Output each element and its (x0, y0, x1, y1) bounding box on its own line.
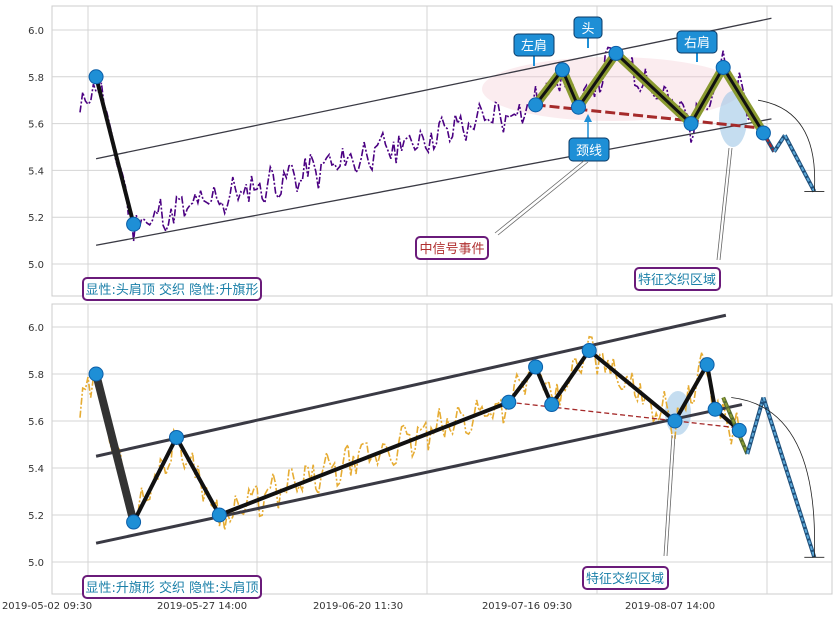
bottom-target-arc (731, 397, 815, 558)
top-pattern-segment (94, 76, 136, 225)
bottom-pattern-segment (92, 370, 138, 527)
top-pivot-point (755, 125, 771, 141)
top-pattern-label: 显性:头肩顶 交织 隐性:升旗形 (85, 282, 258, 298)
bottom-neckline (508, 401, 740, 429)
bottom-x-tick-label: 2019-06-20 11:30 (313, 601, 403, 612)
bottom-projection-segment (762, 397, 816, 558)
top-neckline-tag: 颈线 (568, 137, 610, 162)
top-head-tag: 头 (573, 16, 603, 48)
bottom-pattern-segment (549, 348, 592, 407)
bottom-x-tick-label: 2019-05-27 14:00 (157, 601, 247, 612)
bottom-channel-upper (95, 313, 727, 458)
top-y-tick-label: 5.2 (28, 213, 44, 224)
top-y-tick-label: 5.8 (28, 73, 44, 84)
top-signal-event-box: 中信号事件 (415, 236, 489, 260)
top-panel: 5.0 5.2 5.4 5.6 5.8 6.0 颈线 左肩 头 右肩 (28, 5, 833, 301)
bottom-x-tick-label: 2019-05-02 09:30 (2, 601, 92, 612)
bottom-pivot-point (528, 359, 544, 375)
bottom-pivot-point (707, 401, 723, 417)
bottom-projection-segment (746, 397, 765, 455)
top-pivot-point (554, 62, 570, 78)
bottom-pivot-point (168, 429, 184, 445)
bottom-plot-content (79, 313, 825, 558)
bottom-feature-zone-label: 特征交织区域 (586, 571, 664, 587)
top-pivot-point (88, 69, 104, 85)
bottom-pattern-segment (705, 362, 718, 412)
bottom-pivot-point (126, 514, 142, 530)
bottom-pivot-point (699, 357, 715, 373)
bottom-pivot-point (544, 397, 560, 413)
bottom-pivot-point (501, 394, 517, 410)
bottom-x-axis: 2019-05-02 09:30 2019-05-27 14:00 2019-06-… (2, 601, 715, 612)
top-projection-segment (773, 134, 786, 153)
top-target-arc (757, 99, 816, 192)
top-right-shoulder-tag: 右肩 (676, 30, 718, 62)
top-pivot-point (715, 59, 731, 75)
top-channel-upper (95, 17, 772, 160)
top-feature-pointer-b (719, 147, 733, 261)
bottom-pivot-point (667, 413, 683, 429)
top-left-shoulder-tag: 左肩 (513, 33, 555, 66)
bottom-feature-zone-box: 特征交织区域 (582, 566, 669, 590)
top-hs-core-segment (689, 66, 725, 125)
bottom-y-tick-label: 5.2 (28, 511, 44, 522)
bottom-pattern-segment (587, 348, 677, 423)
bottom-grid (52, 304, 832, 594)
top-feature-zone-box: 特征交织区域 (634, 267, 721, 291)
top-right-shoulder-label: 右肩 (684, 35, 710, 51)
top-hs-core-segment (721, 66, 765, 134)
bottom-y-tick-label: 5.8 (28, 370, 44, 381)
top-neckline-label: 颈线 (576, 144, 602, 159)
bottom-pivot-point (731, 422, 747, 438)
bottom-feature-pointer-a (663, 434, 673, 557)
top-head-label: 头 (581, 22, 594, 37)
top-feature-zone-label: 特征交织区域 (638, 272, 716, 288)
bottom-y-tick-label: 5.4 (28, 464, 44, 475)
bottom-x-tick-label: 2019-07-16 09:30 (482, 601, 572, 612)
bottom-pivot-point (88, 366, 104, 382)
top-signal-pointer-a (494, 159, 586, 234)
top-y-tick-label: 5.4 (28, 166, 44, 177)
top-signal-event-label: 中信号事件 (419, 242, 484, 257)
bottom-pattern-segment (174, 435, 222, 517)
top-hs-core-segment (614, 52, 693, 125)
top-y-tick-label: 5.0 (28, 260, 44, 271)
bottom-pattern-box: 显性:升旗形 交织 隐性:头肩顶 (82, 575, 262, 599)
bottom-pattern-segment (217, 400, 511, 517)
bottom-y-axis: 5.0 5.2 5.4 5.6 5.8 6.0 (28, 323, 44, 569)
top-channel-lower (95, 118, 772, 246)
top-neckline-arrowhead (584, 114, 592, 122)
bottom-pivot-point (581, 343, 597, 358)
top-plot-content (79, 17, 825, 246)
top-y-tick-label: 5.6 (28, 120, 44, 131)
top-left-shoulder-label: 左肩 (521, 38, 547, 54)
bottom-pattern-label: 显性:升旗形 交织 隐性:头肩顶 (85, 580, 258, 596)
bottom-y-tick-label: 5.6 (28, 417, 44, 428)
bottom-x-tick-label: 2019-08-07 14:00 (625, 601, 715, 612)
top-grid (52, 6, 832, 296)
bottom-channel-lower (95, 403, 743, 545)
top-feature-ellipse (719, 91, 747, 147)
top-feature-pointer-a (716, 147, 730, 261)
top-y-axis: 5.0 5.2 5.4 5.6 5.8 6.0 (28, 26, 44, 271)
top-pattern-box: 显性:头肩顶 交织 隐性:升旗形 (82, 277, 262, 301)
bottom-panel: 5.0 5.2 5.4 5.6 5.8 6.0 特征交织区域 显性:升旗形 交织 隐性:头… (2, 303, 833, 612)
bottom-y-tick-label: 6.0 (28, 323, 44, 334)
bottom-y-tick-label: 5.0 (28, 558, 44, 569)
top-projection-segment (783, 134, 816, 192)
bottom-pivot-point (211, 507, 227, 523)
top-pivot-point (608, 45, 624, 61)
top-y-tick-label: 6.0 (28, 26, 44, 37)
top-pivot-point (570, 99, 586, 115)
top-pivot-point (683, 116, 699, 132)
bottom-feature-pointer-b (666, 434, 676, 557)
bottom-pattern-segment (672, 362, 710, 423)
top-pivot-point (126, 216, 142, 232)
top-signal-pointer-b (497, 161, 589, 236)
top-hs-core-segment (577, 52, 618, 109)
bottom-pattern-segment (131, 435, 179, 525)
top-neckline (535, 103, 764, 130)
top-pivot-point (528, 97, 544, 113)
